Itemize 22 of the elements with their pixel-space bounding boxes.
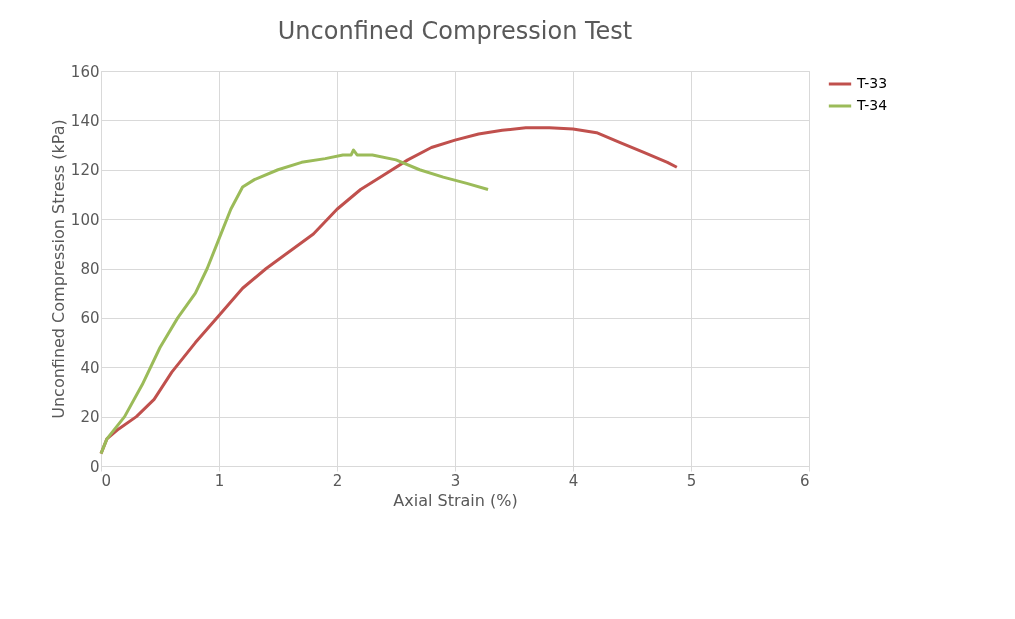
y-tick-label: 140: [70, 111, 100, 130]
x-axis-title: Axial Strain (%): [393, 490, 518, 510]
line-series: [99, 148, 490, 456]
y-tick-label: 40: [80, 358, 100, 377]
y-tick-label: 100: [70, 210, 100, 229]
x-tick-label: 2: [332, 471, 343, 490]
y-tick-label: 0: [89, 457, 100, 476]
x-tick-label: 0: [101, 471, 112, 490]
legend-label: T-33: [856, 75, 888, 91]
x-tick-label: 1: [214, 471, 225, 490]
chart-title: Unconfined Compression Test: [277, 17, 633, 45]
x-tick-label: 3: [450, 471, 461, 490]
y-tick-label: 80: [80, 260, 100, 278]
y-tick-label: 20: [80, 408, 100, 427]
x-tick-label: 4: [568, 471, 579, 490]
x-tick-label: 5: [686, 471, 697, 490]
y-axis-title: Unconfined Compression Stress (kPa): [48, 119, 68, 419]
x-tick-label: 6: [799, 471, 810, 490]
y-tick-label: 160: [70, 62, 100, 81]
legend-label: T-34: [856, 97, 888, 113]
y-tick-label: 120: [70, 161, 100, 180]
y-tick-label: 60: [80, 309, 100, 328]
